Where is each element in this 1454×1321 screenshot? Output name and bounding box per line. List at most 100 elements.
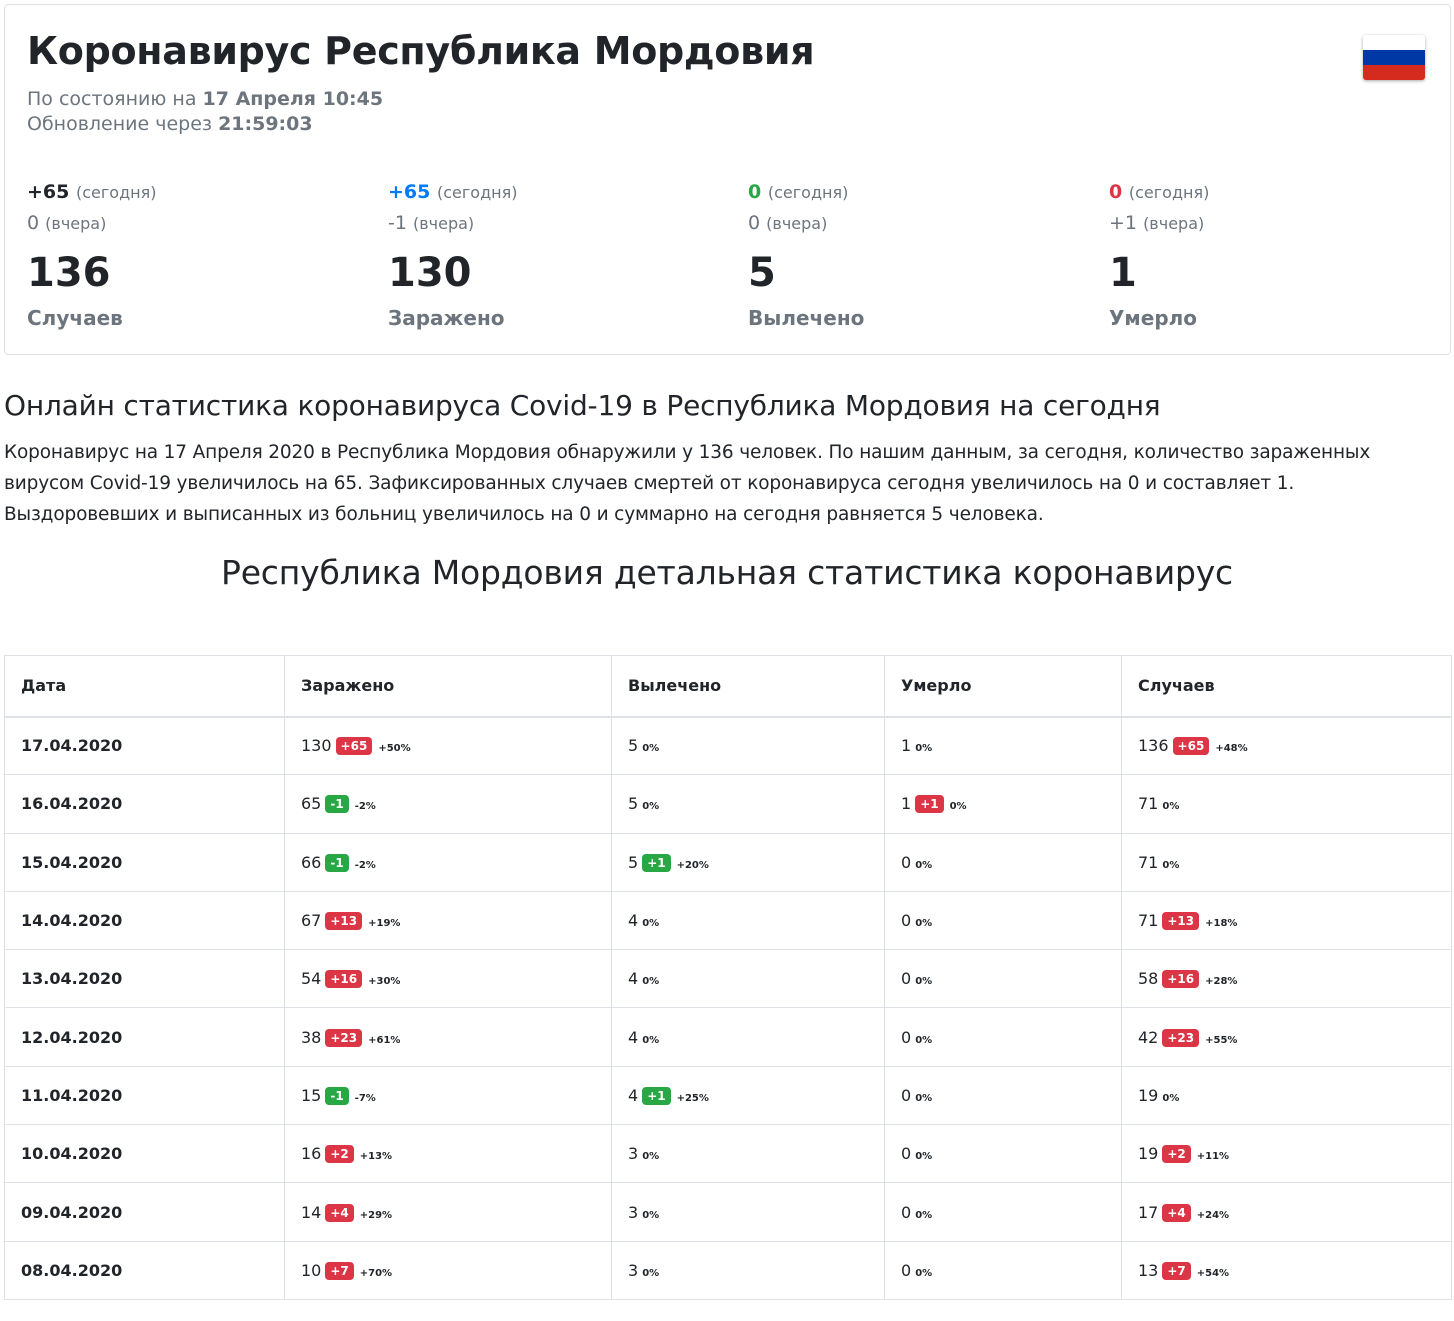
- change-percent: 0%: [915, 1209, 933, 1221]
- stat-yesterday-note: (вчера): [766, 214, 828, 233]
- value-cell: 58 +16 +28%: [1121, 949, 1452, 1009]
- value-cell: 54 +16 +30%: [284, 949, 612, 1009]
- stat-total: 5: [748, 250, 776, 296]
- change-badge: +13: [1162, 912, 1200, 931]
- page-title: Коронавирус Республика Мордовия: [27, 29, 815, 73]
- column-header: Умерло: [884, 655, 1122, 718]
- value-cell: 19 +2 +11%: [1121, 1124, 1452, 1184]
- value-cell: 71 0%: [1121, 832, 1452, 892]
- cell-value: 71: [1138, 852, 1159, 872]
- cell-value: 3: [628, 1260, 639, 1280]
- stat-block: +65 (сегодня) 0 (вчера) 136 Случаев: [27, 181, 357, 330]
- value-cell: 4 0%: [611, 1007, 885, 1067]
- cell-value: 38: [301, 1027, 322, 1047]
- value-cell: 0 0%: [884, 1182, 1122, 1242]
- change-percent: 0%: [1162, 801, 1180, 813]
- change-percent: +48%: [1215, 743, 1248, 755]
- value-cell: 13 +7 +54%: [1121, 1240, 1452, 1300]
- change-percent: -2%: [354, 859, 376, 871]
- cell-value: 3: [628, 1144, 639, 1164]
- change-percent: 0%: [1162, 859, 1180, 871]
- change-percent: 0%: [915, 743, 933, 755]
- value-cell: 10 +7 +70%: [284, 1240, 612, 1300]
- value-cell: 38 +23 +61%: [284, 1007, 612, 1067]
- cell-value: 0: [901, 1144, 912, 1164]
- change-badge: +2: [325, 1145, 354, 1164]
- change-percent: +50%: [378, 743, 411, 755]
- change-percent: 0%: [1162, 1092, 1180, 1104]
- cell-value: 4: [628, 911, 639, 931]
- cell-value: 4: [628, 1027, 639, 1047]
- value-cell: 71 0%: [1121, 774, 1452, 834]
- stat-today-note: (сегодня): [767, 183, 849, 202]
- change-percent: +11%: [1196, 1151, 1230, 1163]
- stat-today: 0 (сегодня): [748, 181, 1078, 209]
- table-row: 16.04.2020 65 -1 -2% 5 0% 1 +1 0% 71 0%: [4, 774, 1452, 834]
- cell-value: 54: [301, 969, 322, 989]
- status-date: 17 Апреля 10:45: [202, 88, 384, 110]
- change-badge: -1: [325, 795, 349, 814]
- date-cell: 10.04.2020: [4, 1124, 285, 1184]
- date-cell: 17.04.2020: [4, 715, 285, 776]
- change-badge: +7: [1162, 1261, 1191, 1280]
- cell-value: 16: [301, 1144, 322, 1164]
- value-cell: 0 0%: [884, 1240, 1122, 1300]
- value-cell: 16 +2 +13%: [284, 1124, 612, 1184]
- stat-today-value: +65: [27, 181, 70, 203]
- stat-yesterday-value: -1: [388, 212, 407, 234]
- flag-stripe-white: [1363, 35, 1425, 50]
- cell-value: 0: [901, 969, 912, 989]
- date-cell: 14.04.2020: [4, 890, 285, 951]
- stat-block: 0 (сегодня) +1 (вчера) 1 Умерло: [1109, 181, 1439, 330]
- stat-total: 130: [388, 250, 472, 296]
- cell-value: 19: [1138, 1144, 1159, 1164]
- change-percent: 0%: [915, 976, 933, 988]
- article-headline: Онлайн статистика коронавируса Covid-19 …: [4, 389, 1161, 422]
- date-cell: 15.04.2020: [4, 832, 285, 892]
- value-cell: 42 +23 +55%: [1121, 1007, 1452, 1067]
- stat-yesterday-value: 0: [748, 212, 761, 234]
- change-percent: +18%: [1205, 918, 1238, 930]
- value-cell: 19 0%: [1121, 1065, 1452, 1126]
- cell-value: 71: [1138, 794, 1159, 814]
- column-header: Заражено: [284, 655, 612, 718]
- value-cell: 0 0%: [884, 949, 1122, 1009]
- column-header: Случаев: [1121, 655, 1452, 718]
- stat-today-value: 0: [1109, 181, 1123, 203]
- change-badge: +1: [915, 795, 944, 814]
- cell-value: 67: [301, 911, 322, 931]
- change-badge: +23: [1162, 1028, 1200, 1047]
- change-badge: -1: [325, 1086, 349, 1105]
- change-percent: +24%: [1196, 1209, 1230, 1221]
- stat-block: +65 (сегодня) -1 (вчера) 130 Заражено: [388, 181, 718, 330]
- date-cell: 13.04.2020: [4, 949, 285, 1009]
- table-row: 17.04.2020 130 +65 +50% 5 0% 1 0% 136 +65 +48%: [4, 715, 1452, 776]
- value-cell: 3 0%: [611, 1240, 885, 1300]
- change-badge: +4: [325, 1203, 354, 1222]
- value-cell: 1 +1 0%: [884, 774, 1122, 834]
- stat-block: 0 (сегодня) 0 (вчера) 5 Вылечено: [748, 181, 1078, 330]
- update-line: Обновление через 21:59:03: [27, 112, 383, 137]
- change-percent: 0%: [642, 918, 660, 930]
- table-row: 13.04.2020 54 +16 +30% 4 0% 0 0% 58 +16 +28%: [4, 949, 1452, 1009]
- stat-yesterday: 0 (вчера): [27, 212, 357, 240]
- change-badge: -1: [325, 853, 349, 872]
- value-cell: 0 0%: [884, 1124, 1122, 1184]
- update-countdown: 21:59:03: [218, 113, 313, 135]
- cell-value: 0: [901, 1085, 912, 1105]
- change-percent: 0%: [915, 1151, 933, 1163]
- table-header: Дата Заражено Вылечено Умерло Случаев: [4, 655, 1452, 718]
- change-percent: 0%: [915, 1092, 933, 1104]
- stat-today-note: (сегодня): [76, 183, 157, 202]
- change-percent: +54%: [1196, 1267, 1230, 1279]
- value-cell: 0 0%: [884, 1007, 1122, 1067]
- value-cell: 15 -1 -7%: [284, 1065, 612, 1126]
- stat-total: 1: [1109, 250, 1137, 296]
- cell-value: 3: [628, 1202, 639, 1222]
- value-cell: 5 0%: [611, 715, 885, 776]
- value-cell: 5 0%: [611, 774, 885, 834]
- status-prefix: По состоянию на: [27, 88, 197, 110]
- change-percent: +55%: [1205, 1034, 1238, 1046]
- change-percent: +13%: [359, 1151, 393, 1163]
- value-cell: 14 +4 +29%: [284, 1182, 612, 1242]
